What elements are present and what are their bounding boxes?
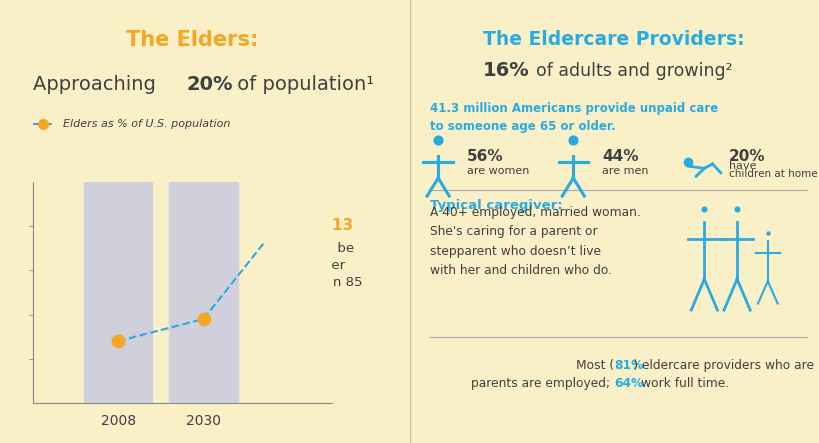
Text: 1 in 13: 1 in 13: [295, 218, 353, 233]
Bar: [170, 182, 238, 403]
Text: }: }: [287, 245, 308, 278]
Text: children at home: children at home: [729, 169, 817, 179]
Text: of adults and growing²: of adults and growing²: [536, 62, 733, 80]
Text: 64%: 64%: [614, 377, 644, 390]
Text: 81%: 81%: [614, 359, 644, 372]
Text: work full time.: work full time.: [614, 377, 730, 390]
Text: 16%: 16%: [483, 62, 530, 80]
Text: Approaching: Approaching: [33, 75, 162, 93]
Text: The Eldercare Providers:: The Eldercare Providers:: [483, 31, 745, 49]
Text: Most (: Most (: [576, 359, 614, 372]
Text: The Elders:: The Elders:: [126, 30, 259, 50]
Text: 44%: 44%: [602, 149, 639, 164]
Text: A 40+ employed, married woman.
She's caring for a parent or
stepparent who doesn: A 40+ employed, married woman. She's car…: [430, 206, 640, 277]
Bar: [84, 182, 152, 403]
Text: to someone age 65 or older.: to someone age 65 or older.: [430, 120, 616, 133]
Text: of population¹: of population¹: [231, 75, 374, 93]
Text: Typical caregiver:: Typical caregiver:: [430, 199, 563, 213]
Text: Elders as % of U.S. population: Elders as % of U.S. population: [64, 119, 231, 129]
Text: 41.3 million Americans provide unpaid care: 41.3 million Americans provide unpaid ca…: [430, 102, 718, 115]
Text: will be
older
than 85: will be older than 85: [311, 242, 363, 289]
Text: are men: are men: [602, 166, 649, 175]
Text: 20%: 20%: [187, 75, 233, 93]
Text: parents are employed;: parents are employed;: [472, 377, 614, 390]
Text: ) eldercare providers who are: ) eldercare providers who are: [614, 359, 814, 372]
Text: have: have: [729, 161, 757, 171]
Text: 20%: 20%: [729, 149, 766, 164]
Text: are women: are women: [467, 166, 529, 175]
Text: 56%: 56%: [467, 149, 504, 164]
